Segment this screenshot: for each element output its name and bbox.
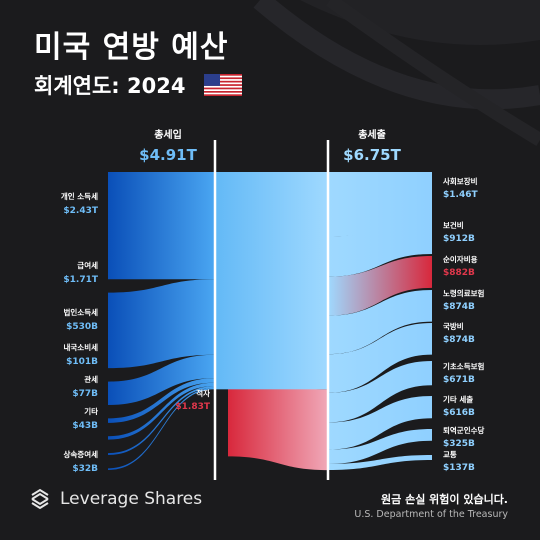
outlay-label: 순이자비용 — [443, 254, 478, 264]
outlay-flow — [328, 455, 432, 470]
deficit-label: 적자 — [196, 388, 210, 398]
outlay-value: $874B — [443, 335, 475, 345]
outlay-value: $1.46T — [443, 190, 478, 200]
receipt-flow — [108, 378, 215, 423]
receipt-value: $1.71T — [63, 275, 98, 285]
outlay-flow — [328, 323, 432, 393]
receipt-value: $43B — [72, 421, 98, 431]
outlay-label: 보건비 — [443, 220, 464, 230]
receipt-label: 급여세 — [77, 260, 98, 270]
us-flag-icon — [204, 74, 242, 96]
receipt-flow — [108, 382, 215, 440]
outlay-flow — [328, 290, 432, 355]
receipt-flow — [108, 385, 215, 455]
outlay-flow — [328, 361, 432, 423]
outlay-value: $874B — [443, 302, 475, 312]
page-subtitle: 회계연도: 2024 — [34, 74, 186, 98]
receipt-label: 기타 — [84, 406, 98, 416]
receipt-flow — [108, 172, 215, 280]
outlay-flow — [328, 396, 432, 450]
outlay-label: 노령의료보험 — [443, 288, 484, 298]
receipt-label: 관세 — [84, 374, 98, 384]
source-note: U.S. Department of the Treasury — [354, 509, 508, 520]
receipt-flow — [108, 354, 215, 405]
outlay-label: 기초소득보험 — [443, 361, 484, 371]
outlay-flow — [328, 172, 432, 237]
receipt-value: $101B — [66, 357, 98, 367]
receipt-label: 법인소득세 — [64, 307, 99, 317]
outlay-label: 국방비 — [443, 321, 464, 331]
receipt-label: 개인 소득세 — [61, 191, 98, 201]
outlay-value: $616B — [443, 408, 475, 418]
brand-logo: Leverage Shares — [28, 487, 202, 511]
receipt-label: 상속증여세 — [64, 449, 99, 459]
receipt-value: $32B — [72, 464, 98, 474]
outlay-flow — [328, 256, 432, 316]
page-title: 미국 연방 예산 — [34, 30, 229, 65]
outlay-value: $137B — [443, 463, 475, 473]
outlay-label: 교통 — [443, 450, 457, 459]
leverage-shares-logo-icon — [31, 488, 49, 510]
receipt-value: $530B — [66, 322, 98, 332]
receipts-label: 총세입 — [154, 128, 182, 141]
outlay-value: $912B — [443, 234, 475, 244]
outlay-value: $325B — [443, 439, 475, 449]
outlay-flow — [328, 221, 432, 277]
brand-name: Leverage Shares — [60, 489, 203, 509]
outlays-total: $6.75T — [343, 146, 401, 164]
outlays-label: 총세출 — [358, 128, 386, 141]
receipt-flow — [108, 387, 215, 470]
receipt-label: 내국소비세 — [64, 342, 99, 352]
deficit-flow — [228, 375, 328, 471]
receipts-total: $4.91T — [139, 146, 197, 164]
receipt-value: $77B — [72, 389, 98, 399]
deficit-value: $1.83T — [175, 402, 210, 412]
outlay-value: $671B — [443, 375, 475, 385]
outlay-value: $882B — [443, 268, 475, 278]
receipts-block — [215, 172, 328, 390]
outlay-flow — [328, 429, 432, 464]
outlay-label: 퇴역군인수당 — [443, 425, 484, 435]
receipt-value: $2.43T — [63, 206, 98, 216]
receipt-flow — [108, 279, 215, 369]
risk-notice: 원금 손실 위험이 있습니다. — [381, 493, 508, 506]
outlay-label: 기타 세출 — [443, 394, 473, 404]
outlay-label: 사회보장비 — [443, 176, 478, 186]
